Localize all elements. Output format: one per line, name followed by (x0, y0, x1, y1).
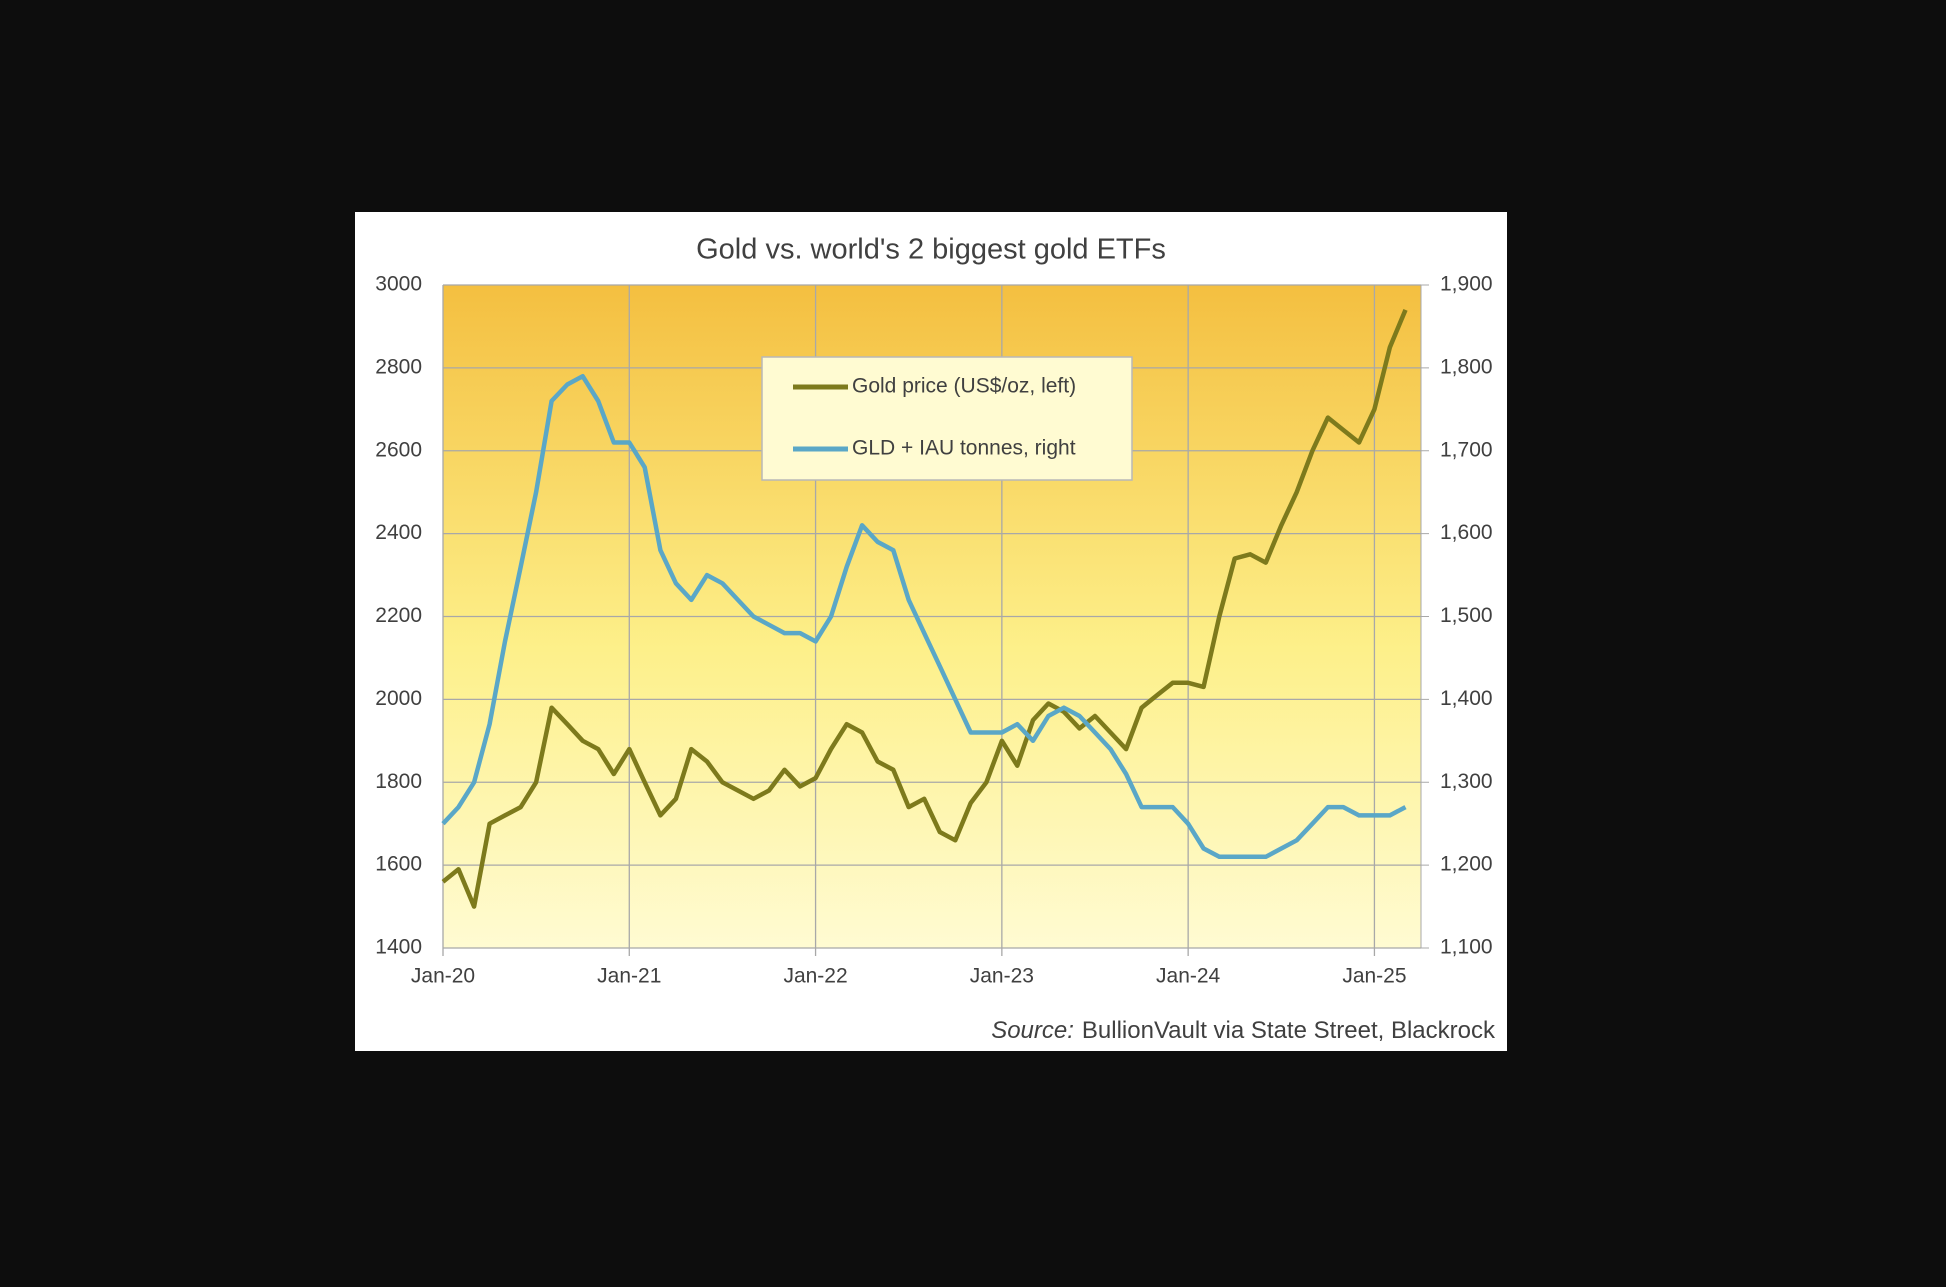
y2-tick-label: 1,900 (1440, 273, 1493, 296)
series-line (441, 309, 1408, 909)
source-label: Source: (991, 1017, 1074, 1044)
x-tick-label: Jan-23 (970, 965, 1034, 988)
chart-title: Gold vs. world's 2 biggest gold ETFs (696, 234, 1166, 266)
x-tick-label: Jan-21 (597, 965, 661, 988)
y2-tick-label: 1,500 (1440, 604, 1493, 627)
y2-tick-label: 1,600 (1440, 521, 1493, 544)
x-tick-label: Jan-25 (1342, 965, 1406, 988)
y-tick-label: 2600 (375, 438, 422, 461)
series-line (441, 373, 1407, 860)
legend-label: Gold price (US$/oz, left) (852, 375, 1076, 398)
legend-label: GLD + IAU tonnes, right (852, 437, 1076, 460)
y2-tick-label: 1,100 (1440, 936, 1493, 959)
y-tick-label: 2400 (375, 521, 422, 544)
y-tick-label: 3000 (375, 273, 422, 296)
y2-tick-label: 1,400 (1440, 687, 1493, 710)
y-tick-label: 1600 (375, 853, 422, 876)
x-tick-label: Jan-24 (1156, 965, 1221, 988)
legend (761, 356, 1133, 481)
source-text: BullionVault via State Street, Blackrock (1082, 1017, 1496, 1044)
x-tick-label: Jan-20 (411, 965, 475, 988)
y-tick-label: 1800 (375, 770, 422, 793)
y2-tick-label: 1,800 (1440, 355, 1493, 378)
y-tick-label: 1400 (375, 936, 422, 959)
y2-tick-label: 1,700 (1440, 438, 1493, 461)
y-tick-label: 2800 (375, 355, 422, 378)
y-tick-label: 2000 (375, 687, 422, 710)
y-tick-label: 2200 (375, 604, 422, 627)
source: Source: BullionVault via State Street, Bl… (991, 1017, 1496, 1044)
y2-tick-label: 1,300 (1440, 770, 1493, 793)
y2-tick-label: 1,200 (1440, 853, 1493, 876)
x-tick-label: Jan-22 (783, 965, 847, 988)
